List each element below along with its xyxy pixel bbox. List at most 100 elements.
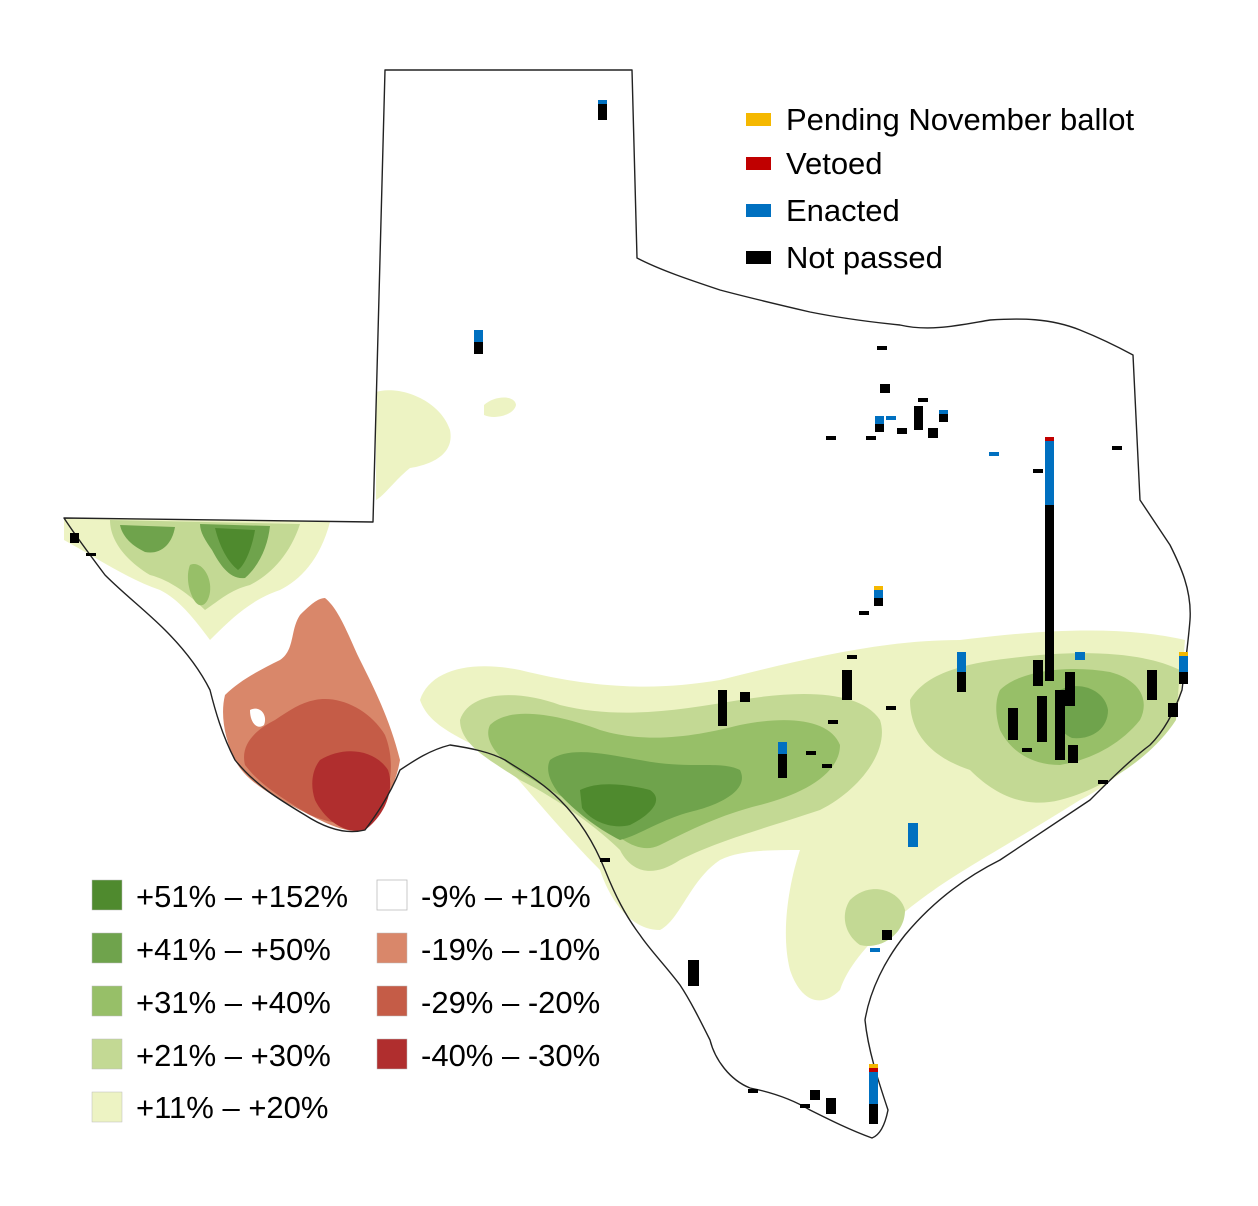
change-swatch-2 — [91, 985, 123, 1017]
marker-25 — [1065, 672, 1075, 706]
zone-green-51-central — [580, 784, 657, 827]
marker-26 — [1147, 670, 1157, 700]
marker-14 — [847, 655, 857, 659]
change-swatch-7 — [376, 985, 408, 1017]
status-label-not-passed: Not passed — [786, 240, 943, 275]
bar-houston-area-not-passed — [1045, 505, 1054, 681]
marker-1 — [86, 553, 96, 556]
status-legend: Pending November ballot Vetoed Enacted N… — [746, 102, 1134, 275]
bar-houston-area-enacted — [1045, 441, 1054, 505]
marker-39 — [810, 1090, 820, 1100]
change-legend: +51% – +152% +41% – +50% +31% – +40% +21… — [91, 879, 600, 1125]
bar-brownsville-area-vetoed — [869, 1068, 878, 1072]
change-label-3: +21% – +30% — [136, 1038, 331, 1073]
marker-2 — [877, 346, 887, 350]
marker-15 — [718, 690, 727, 726]
bar-beaumont-area-not-passed — [1179, 672, 1188, 684]
bar-austin-area-enacted — [957, 652, 966, 672]
zone-green-41-west3 — [120, 525, 175, 553]
marker-19 — [806, 751, 816, 755]
bar-abilene-area-not-passed — [874, 598, 883, 606]
change-swatch-0 — [91, 879, 123, 911]
change-zones — [64, 390, 1185, 1001]
marker-40 — [800, 1104, 810, 1108]
marker-36 — [882, 930, 892, 940]
zone-white-hole-1 — [250, 708, 266, 727]
marker-27 — [1168, 703, 1178, 717]
change-label-8: -40% – -30% — [421, 1038, 600, 1073]
change-swatch-6 — [376, 932, 408, 964]
status-label-pending: Pending November ballot — [786, 102, 1134, 137]
marker-18 — [828, 720, 838, 724]
bar-lubbock-area-not-passed — [474, 342, 483, 354]
marker-24 — [1075, 652, 1085, 660]
status-swatch-pending — [746, 113, 771, 126]
zone-light-green-panhandle — [376, 390, 451, 500]
status-swatch-enacted — [746, 204, 771, 217]
bar-austin-area-not-passed — [957, 672, 966, 692]
bar-dallas-cluster-c-enacted — [939, 410, 948, 414]
change-label-5: -9% – +10% — [421, 879, 591, 914]
change-swatch-3 — [91, 1038, 123, 1070]
texas-outline — [63, 69, 1191, 1139]
bar-amarillo-area-enacted — [598, 100, 607, 104]
bar-abilene-area-ballot — [874, 586, 883, 590]
bar-dallas-cluster-b-not-passed — [914, 406, 923, 430]
marker-3 — [880, 384, 890, 393]
bar-amarillo-area-not-passed — [598, 104, 607, 120]
bar-beaumont-area-enacted — [1179, 656, 1188, 672]
marker-0 — [70, 533, 79, 543]
city-bars — [70, 100, 1188, 1124]
bar-beaumont-area-ballot — [1179, 652, 1188, 656]
bar-san-antonio-area-not-passed — [778, 754, 787, 778]
change-swatch-4 — [91, 1091, 123, 1123]
change-label-4: +11% – +20% — [136, 1090, 328, 1125]
change-swatch-8 — [376, 1038, 408, 1070]
bar-brownsville-area-ballot — [869, 1064, 878, 1068]
marker-21 — [842, 670, 852, 700]
marker-41 — [826, 1098, 836, 1114]
marker-9 — [886, 416, 896, 420]
status-swatch-not-passed — [746, 251, 771, 264]
marker-10 — [989, 452, 999, 456]
change-label-6: -19% – -10% — [421, 932, 600, 967]
change-label-7: -29% – -20% — [421, 985, 600, 1020]
marker-35 — [688, 960, 699, 986]
marker-17 — [886, 706, 896, 710]
marker-22 — [1033, 660, 1043, 686]
bar-lubbock-area-enacted — [474, 330, 483, 342]
zone-light-green-small — [484, 397, 516, 417]
marker-33 — [908, 823, 918, 847]
marker-12 — [1033, 469, 1043, 473]
marker-7 — [928, 428, 938, 438]
marker-20 — [822, 764, 832, 768]
marker-30 — [1022, 748, 1032, 752]
marker-23 — [1008, 708, 1018, 740]
marker-34 — [600, 858, 610, 862]
marker-11 — [1112, 446, 1122, 450]
marker-5 — [866, 436, 876, 440]
bar-brownsville-area-enacted — [869, 1072, 878, 1104]
change-label-1: +41% – +50% — [136, 932, 331, 967]
marker-4 — [826, 436, 836, 440]
zone-mid-green-south — [844, 889, 905, 946]
bar-san-antonio-area-enacted — [778, 742, 787, 754]
status-swatch-vetoed — [746, 157, 771, 170]
bar-dallas-cluster-c-not-passed — [939, 414, 948, 422]
change-label-2: +31% – +40% — [136, 985, 331, 1020]
marker-8 — [918, 398, 928, 402]
bar-houston-area-vetoed — [1045, 437, 1054, 441]
marker-37 — [870, 948, 880, 952]
marker-13 — [859, 611, 869, 615]
zone-green-51-west — [215, 528, 255, 570]
marker-31 — [1068, 745, 1078, 763]
bar-abilene-area-enacted — [874, 590, 883, 598]
bar-dallas-cluster-a-not-passed — [875, 424, 884, 432]
marker-28 — [1055, 690, 1065, 760]
marker-6 — [897, 428, 907, 434]
marker-16 — [740, 692, 750, 702]
change-swatch-5 — [376, 879, 408, 911]
change-swatch-1 — [91, 932, 123, 964]
status-label-enacted: Enacted — [786, 193, 900, 228]
